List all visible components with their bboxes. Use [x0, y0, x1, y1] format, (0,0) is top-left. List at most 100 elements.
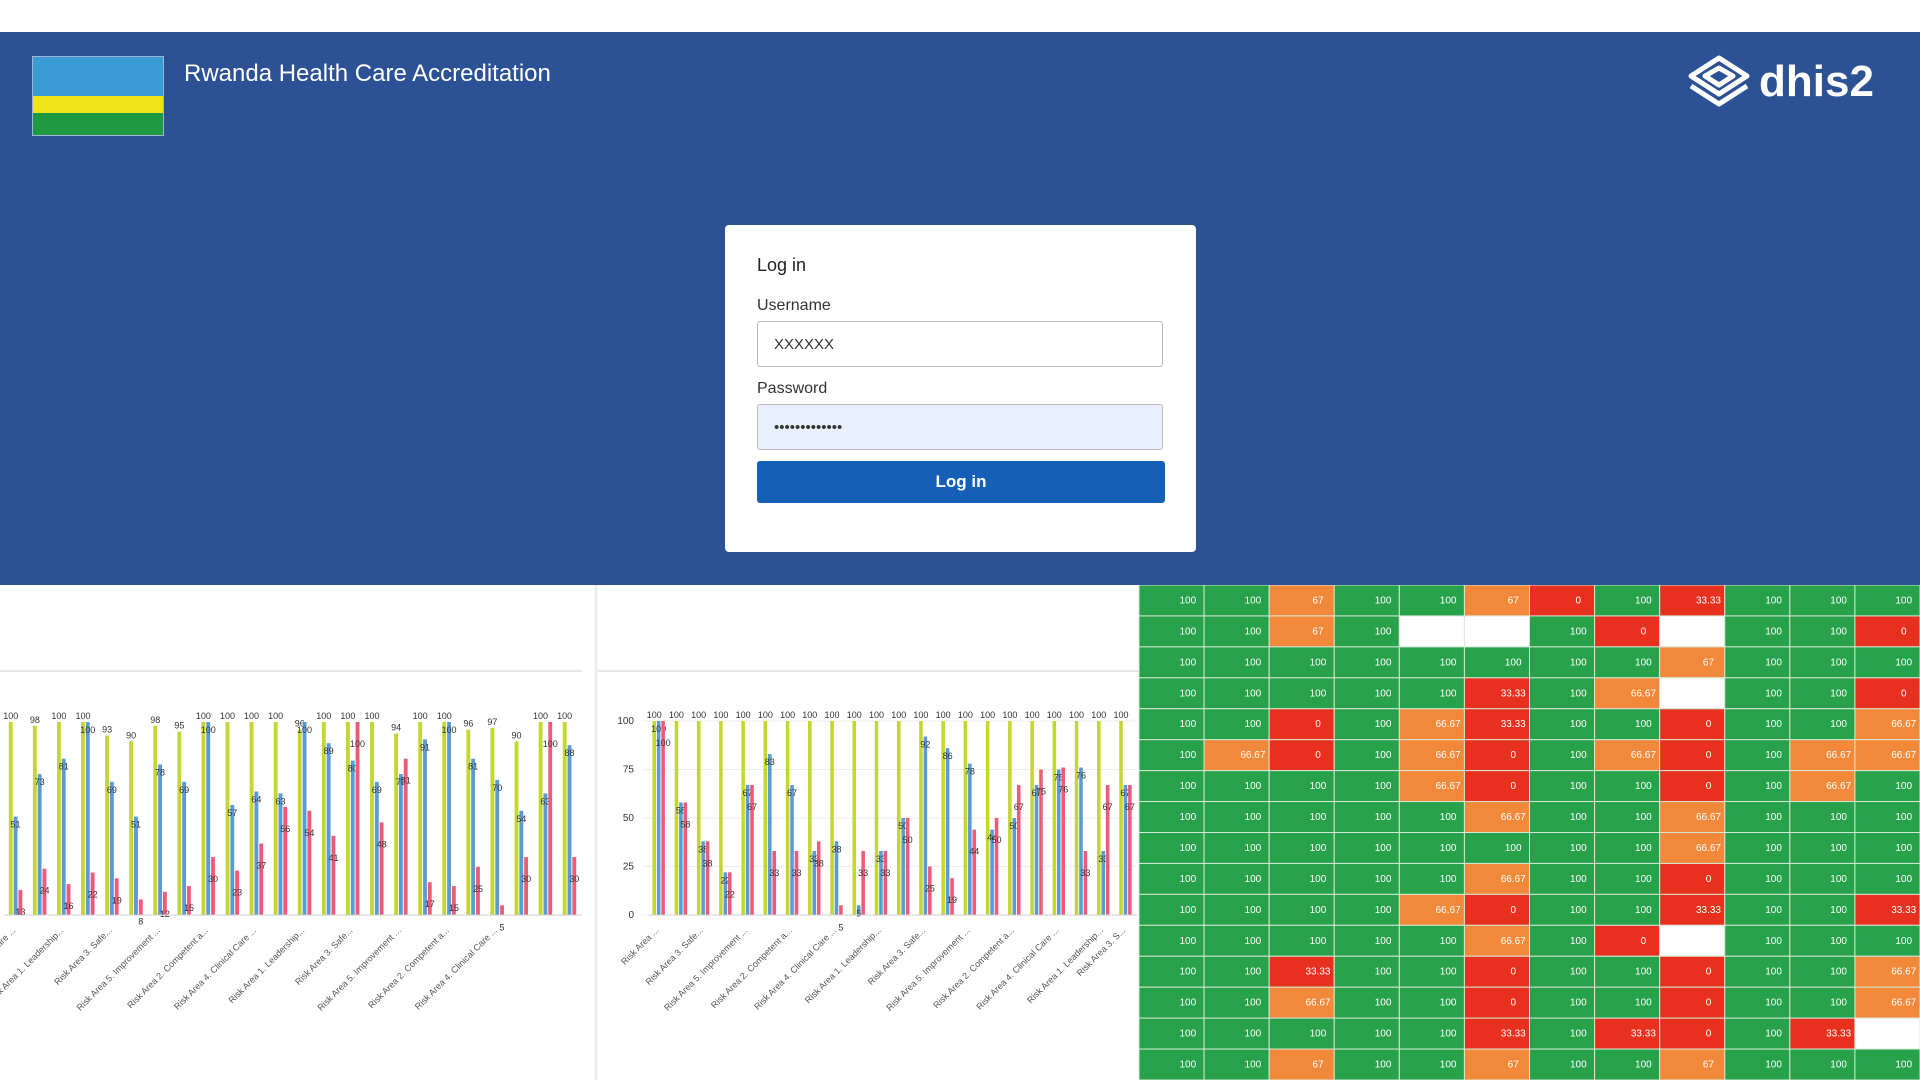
data-label: 24 — [39, 886, 49, 896]
x-tick-label: Risk Area 4. Clinical Care ... — [752, 925, 838, 1011]
data-label: 50 — [903, 835, 913, 845]
cell-label: 100 — [1570, 1029, 1587, 1040]
bar — [905, 818, 910, 915]
password-label: Password — [757, 380, 828, 397]
heatmap-cell — [1594, 739, 1661, 772]
heatmap-cell — [1268, 924, 1335, 957]
heatmap-cell — [1529, 986, 1596, 1019]
heatmap-cell — [1138, 893, 1205, 926]
heatmap-cell — [1463, 1017, 1530, 1050]
heatmap-cell — [1659, 832, 1726, 864]
bar — [134, 816, 138, 915]
cell-label: 100 — [1179, 1029, 1196, 1040]
cell-label: 100 — [1440, 936, 1457, 947]
data-label: 100 — [1091, 710, 1106, 720]
data-label: 81 — [468, 762, 478, 772]
bar — [674, 721, 679, 915]
bar — [32, 725, 37, 915]
password-input[interactable]: ••••••••••••• — [757, 404, 1163, 450]
x-tick-label: Risk Area 2. Competent a... — [709, 925, 794, 1010]
cell-label: 100 — [1310, 936, 1327, 947]
heatmap-cell — [1529, 893, 1596, 926]
cell-label: 100 — [1440, 812, 1457, 823]
heatmap-cell — [1268, 862, 1335, 895]
cell-label: 66.67 — [1826, 781, 1851, 792]
cell-label: 100 — [1179, 595, 1196, 606]
cell-label: 100 — [1375, 657, 1392, 668]
cell-label: 33.33 — [1631, 1029, 1656, 1040]
cell-label: 33.33 — [1501, 1029, 1526, 1040]
bar — [201, 722, 206, 915]
cell-label: 66.67 — [1501, 874, 1526, 885]
data-label: 100 — [80, 725, 95, 735]
cell-label: 100 — [1245, 719, 1262, 730]
data-label: 8 — [138, 917, 143, 927]
heatmap-cell — [1463, 646, 1530, 679]
cell-label: 67 — [1312, 626, 1324, 637]
bar — [61, 758, 66, 915]
data-label: 48 — [377, 839, 387, 849]
cell-label: 0 — [1901, 688, 1907, 699]
cell-label: 100 — [1765, 719, 1782, 730]
data-label: 30 — [521, 874, 531, 884]
cell-label: 66.67 — [1826, 750, 1851, 761]
data-label: 30 — [208, 874, 218, 884]
data-label: 86 — [943, 751, 953, 761]
cell-label: 100 — [1570, 998, 1587, 1009]
username-input[interactable]: XXXXXX — [757, 321, 1163, 367]
bar — [423, 739, 427, 915]
y-tick-label: 0 — [628, 910, 634, 921]
bar — [661, 721, 665, 915]
cell-label: 0 — [1706, 874, 1712, 885]
data-label: 96 — [463, 719, 473, 729]
bar — [321, 722, 326, 915]
data-label: 22 — [720, 875, 730, 885]
heatmap-cell — [1789, 986, 1856, 1019]
heatmap-cell — [1398, 770, 1465, 803]
data-label: 100 — [543, 739, 558, 749]
x-tick-label: Risk Area 5. Improvement ... — [75, 925, 162, 1012]
bar — [683, 802, 688, 915]
data-label: 100 — [691, 710, 706, 720]
heatmap-cell — [1659, 955, 1726, 988]
heatmap-cell — [1724, 708, 1791, 741]
cell-label: 100 — [1440, 998, 1457, 1009]
cell-label: 0 — [1706, 781, 1712, 792]
bar — [394, 733, 399, 915]
bar — [794, 850, 799, 915]
data-label: 100 — [51, 711, 66, 721]
cell-label: 66.67 — [1305, 998, 1330, 1009]
bar — [923, 736, 928, 915]
cell-label: 100 — [1310, 874, 1327, 885]
cell-label: 100 — [1245, 936, 1262, 947]
cell-label: 100 — [1830, 967, 1847, 978]
heatmap-cell — [1659, 924, 1726, 957]
cell-label: 100 — [1310, 843, 1327, 854]
heatmap-cell — [1789, 924, 1856, 957]
heatmap-cell — [1138, 615, 1205, 648]
login-button[interactable]: Log in — [757, 461, 1165, 503]
data-label: 33 — [791, 868, 801, 878]
heatmap-cell — [1594, 677, 1661, 710]
data-label: 67 — [787, 788, 797, 798]
cell-label: 100 — [1570, 688, 1587, 699]
x-tick-label: Risk Area 5. Improvement ... — [884, 925, 971, 1012]
heatmap-cell — [1463, 924, 1530, 957]
bar — [719, 721, 723, 915]
data-label: 100 — [802, 710, 817, 720]
data-label: 100 — [656, 738, 671, 748]
bar — [66, 884, 71, 915]
bar — [187, 886, 191, 915]
bar — [1052, 721, 1057, 915]
bar — [772, 850, 777, 915]
data-label: 78 — [965, 767, 975, 777]
heatmap-cell — [1724, 677, 1791, 710]
data-label: 51 — [11, 820, 21, 830]
cell-label: 100 — [1505, 657, 1522, 668]
heatmap-cell — [1789, 646, 1856, 679]
cell-label: 100 — [1895, 843, 1912, 854]
heatmap-cell — [1268, 986, 1335, 1019]
heatmap-cell — [1138, 646, 1205, 679]
cell-label: 100 — [1765, 967, 1782, 978]
cell-label: 100 — [1375, 595, 1392, 606]
